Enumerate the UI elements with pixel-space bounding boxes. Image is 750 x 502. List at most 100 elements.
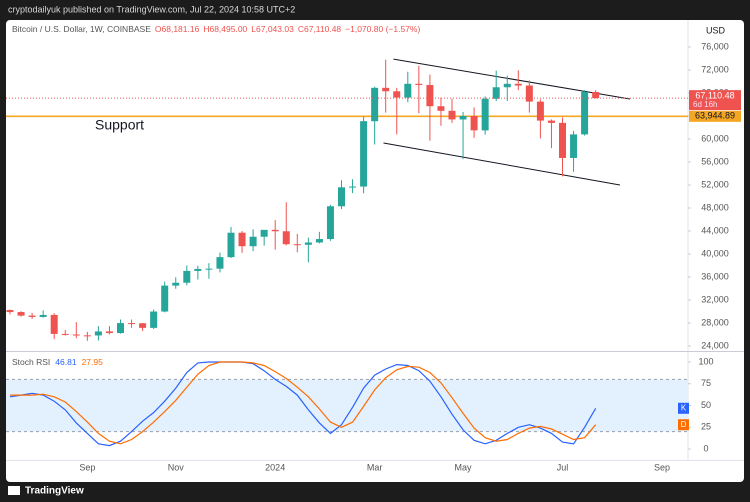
candle-body (117, 323, 124, 334)
x-tick-label: Mar (367, 462, 383, 472)
x-tick-label: Jul (557, 462, 569, 472)
candle-body (17, 312, 25, 316)
candle-body (592, 91, 600, 99)
candle-body (492, 87, 500, 99)
indicator-line (9, 361, 597, 447)
candle-body (227, 232, 235, 258)
candle-body (161, 285, 169, 312)
candle-body (315, 239, 323, 243)
y-tick-label: 72,000 (701, 64, 729, 74)
symbol-header: Bitcoin / U.S. Dollar, 1W, COINBASE O68,… (12, 24, 420, 34)
symbol-title: Bitcoin / U.S. Dollar, 1W, COINBASE (12, 24, 151, 34)
ohlc-low: L67,043.03 (251, 24, 294, 34)
trendline (393, 58, 630, 100)
y-tick-label: 40,000 (701, 248, 729, 258)
candle-body (271, 229, 279, 232)
y-tick-label: 44,000 (701, 225, 729, 235)
y-tick-label: 100 (698, 356, 713, 366)
candle-body (293, 244, 301, 246)
candle-body (470, 116, 478, 131)
candle-body (83, 335, 91, 337)
x-tick-label: May (455, 462, 473, 472)
indicator-title: Stoch RSI (12, 357, 51, 367)
y-tick-label: 60,000 (701, 133, 729, 143)
ohlc-open: O68,181.16 (154, 24, 200, 34)
countdown: 6d 16h (693, 100, 717, 109)
candle-body (28, 315, 36, 317)
candle-body (371, 87, 379, 122)
y-tick-label: 32,000 (701, 294, 729, 304)
candle-body (205, 268, 213, 270)
candle-body (249, 236, 257, 247)
candle-body (459, 116, 467, 120)
candle-body (559, 122, 566, 158)
candle-body (39, 314, 47, 317)
indicator-line (10, 361, 597, 445)
d-value: 27.95 (81, 357, 103, 367)
candle-body (304, 242, 312, 245)
y-tick-label: 24,000 (701, 340, 729, 350)
candle-body (50, 314, 58, 334)
candle-body (448, 110, 456, 120)
x-tick-label: Sep (654, 462, 670, 472)
legend-entry: K (681, 403, 687, 412)
candle-body (415, 83, 423, 85)
currency: USD (706, 25, 726, 35)
ohlc-close: C67,110.48 (297, 24, 342, 34)
candle-body (139, 323, 147, 328)
last-price-tag (689, 90, 741, 111)
series-tag (678, 402, 689, 414)
candle-body (536, 101, 544, 121)
y-tick-label: 0 (703, 443, 708, 453)
candle-body (570, 134, 578, 158)
candle-body (150, 311, 158, 328)
ohlc-change: −1,070.80 (−1.57%) (345, 24, 421, 34)
k-value: 46.81 (55, 357, 77, 367)
candle-body (238, 232, 246, 247)
candle-body (393, 91, 401, 98)
y-tick-label: 48,000 (701, 202, 729, 212)
candle-body (172, 282, 180, 286)
band (6, 379, 688, 432)
candle-body (404, 83, 412, 98)
candle-body (6, 310, 14, 313)
candle-body (183, 270, 191, 283)
y-tick-label: 28,000 (701, 317, 729, 327)
trendline (383, 142, 621, 186)
candle-body (581, 91, 589, 135)
y-tick-label: 75 (701, 378, 711, 388)
legend-entry: D (681, 420, 687, 429)
y-tick-label: 50 (701, 400, 711, 410)
candle-body (326, 206, 334, 240)
y-tick-label: 56,000 (701, 156, 729, 166)
x-tick-label: 2024 (265, 462, 285, 472)
candle-body (194, 268, 202, 271)
candle-body (216, 257, 224, 269)
candle-body (282, 231, 290, 245)
support-annotation: Support (95, 117, 144, 133)
y-tick-label: 52,000 (701, 179, 729, 189)
candle-body (260, 229, 268, 237)
y-tick-label: 76,000 (701, 41, 729, 51)
last-price-label: 67,110.48 (695, 90, 734, 100)
candle-body (105, 331, 113, 334)
candle-body (72, 334, 80, 336)
candle-body (349, 186, 357, 188)
y-tick-label: 36,000 (701, 271, 729, 281)
y-tick-label: 25 (701, 422, 711, 432)
candle-body (426, 84, 434, 107)
candle-body (437, 106, 445, 111)
candle-body (338, 187, 345, 207)
candle-body (360, 121, 368, 187)
publisher: cryptodailyuk published on TradingView.c… (8, 4, 295, 14)
candle-body (128, 323, 136, 325)
candle-body (503, 83, 511, 88)
candle-body (481, 98, 489, 131)
candle-body (94, 331, 102, 336)
candle-body (61, 333, 69, 335)
x-tick-label: Sep (79, 462, 95, 472)
candle-body (547, 120, 555, 123)
candle-body (382, 87, 390, 92)
